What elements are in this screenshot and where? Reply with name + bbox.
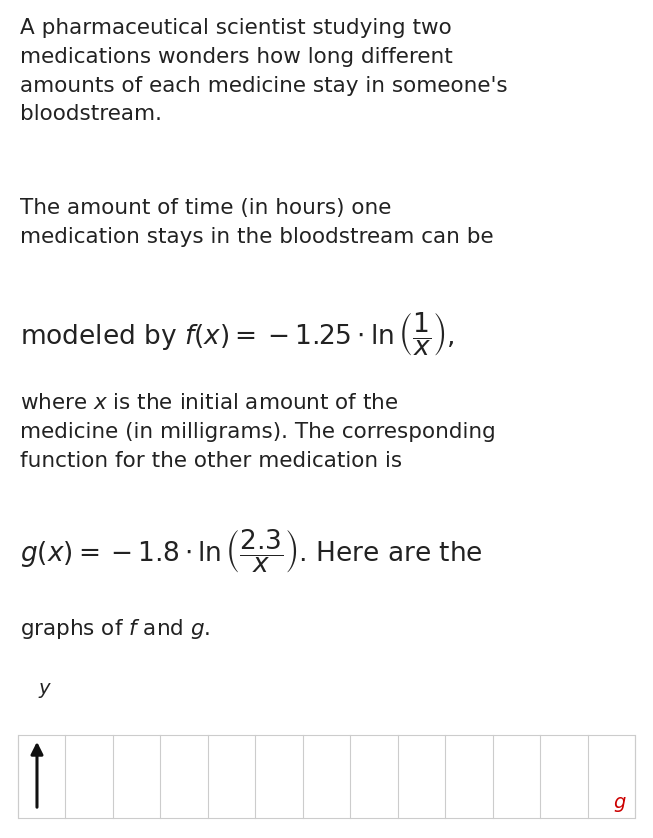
Text: $y$: $y$ (38, 681, 52, 700)
Text: where $x$ is the initial amount of the
medicine (in milligrams). The correspondi: where $x$ is the initial amount of the m… (20, 393, 496, 471)
Bar (18, 735, 635, 818)
Text: The amount of time (in hours) one
medication stays in the bloodstream can be: The amount of time (in hours) one medica… (20, 198, 494, 247)
Text: $g$: $g$ (613, 795, 627, 814)
Text: graphs of $f$ and $g$.: graphs of $f$ and $g$. (20, 617, 210, 641)
Text: A pharmaceutical scientist studying two
medications wonders how long different
a: A pharmaceutical scientist studying two … (20, 18, 507, 124)
Text: modeled by $f(x) = -1.25 \cdot \ln \left( \dfrac{1}{x} \right),$: modeled by $f(x) = -1.25 \cdot \ln \left… (20, 310, 454, 358)
Text: $g(x) = -1.8 \cdot \ln \left( \dfrac{2.3}{x} \right)$. Here are the: $g(x) = -1.8 \cdot \ln \left( \dfrac{2.3… (20, 527, 483, 575)
